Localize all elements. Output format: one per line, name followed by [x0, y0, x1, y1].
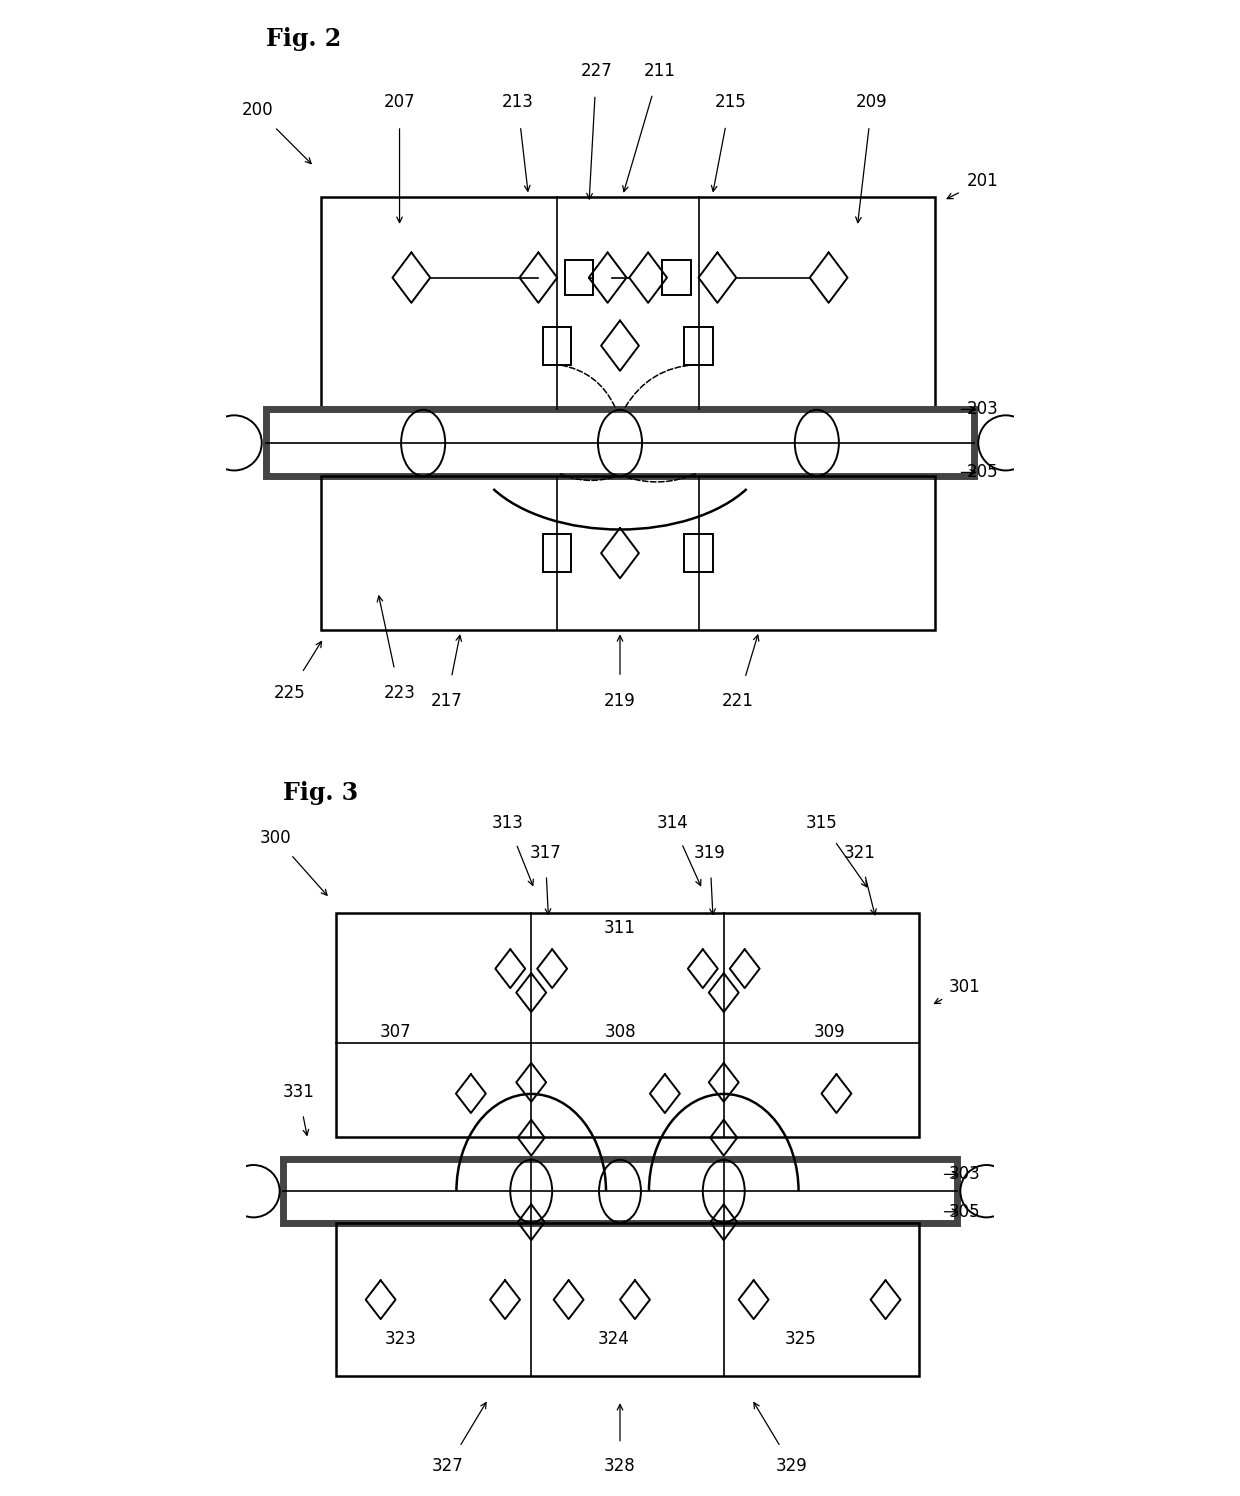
Text: 307: 307 [379, 1023, 412, 1041]
Text: 313: 313 [492, 814, 523, 832]
Text: 213: 213 [502, 93, 533, 111]
Text: 217: 217 [432, 691, 463, 709]
Text: 211: 211 [644, 61, 676, 79]
Text: 207: 207 [383, 93, 415, 111]
Text: 324: 324 [598, 1330, 630, 1348]
Text: 225: 225 [274, 684, 305, 702]
Text: 308: 308 [604, 1023, 636, 1041]
Text: Fig. 3: Fig. 3 [284, 781, 358, 805]
Bar [543, 534, 572, 571]
Text: 314: 314 [656, 814, 688, 832]
Bar [662, 260, 691, 295]
Text: 203: 203 [966, 401, 998, 419]
Text: Fig. 2: Fig. 2 [265, 27, 341, 51]
Bar [565, 260, 594, 295]
Text: 221: 221 [722, 691, 754, 709]
Text: 303: 303 [949, 1165, 980, 1183]
Text: 200: 200 [242, 102, 274, 120]
Text: 329: 329 [776, 1457, 808, 1475]
Bar [543, 326, 572, 365]
Text: 323: 323 [384, 1330, 417, 1348]
Text: 315: 315 [806, 814, 838, 832]
Text: 321: 321 [843, 844, 875, 862]
Bar [265, 410, 975, 476]
Text: 201: 201 [966, 172, 998, 190]
Text: 319: 319 [694, 844, 725, 862]
Bar [321, 197, 935, 410]
Bar [284, 1159, 956, 1224]
Bar [684, 534, 713, 571]
Text: 219: 219 [604, 691, 636, 709]
Text: 317: 317 [529, 844, 560, 862]
Bar [321, 476, 935, 630]
Text: 328: 328 [604, 1457, 636, 1475]
Text: 305: 305 [949, 1203, 980, 1221]
Text: 309: 309 [813, 1023, 846, 1041]
Text: 301: 301 [949, 978, 980, 996]
Text: 205: 205 [966, 464, 998, 482]
Text: 325: 325 [785, 1330, 816, 1348]
Text: 300: 300 [260, 829, 291, 847]
Bar [684, 326, 713, 365]
Text: 331: 331 [283, 1083, 314, 1101]
Text: 327: 327 [432, 1457, 464, 1475]
Bar [336, 913, 919, 1137]
Text: 209: 209 [856, 93, 888, 111]
Text: 215: 215 [714, 93, 746, 111]
Text: 311: 311 [604, 919, 636, 936]
Text: 227: 227 [580, 61, 613, 79]
Text: 223: 223 [383, 684, 415, 702]
Bar [336, 1224, 919, 1376]
